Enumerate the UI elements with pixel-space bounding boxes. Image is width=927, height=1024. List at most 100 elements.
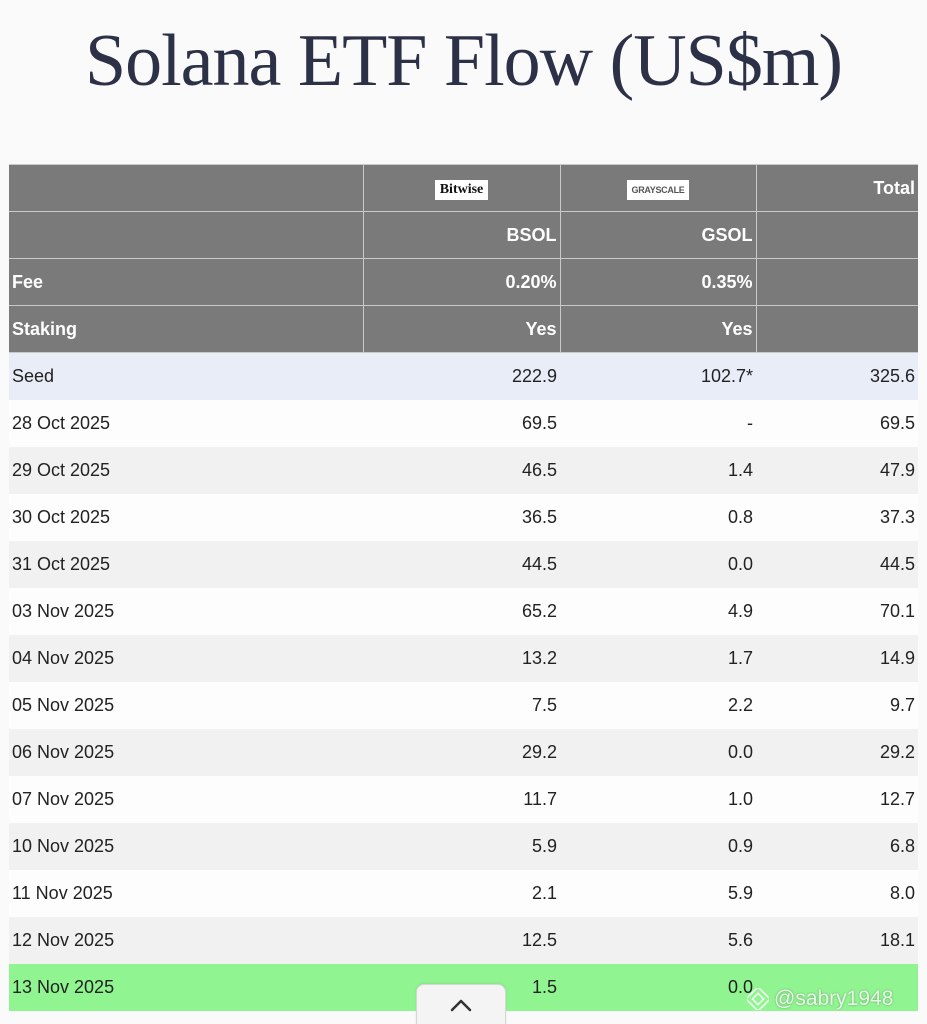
cell-total: 70.1	[756, 587, 918, 635]
cell-gsol: 0.0	[560, 963, 756, 1011]
cell-gsol: 1.7	[560, 634, 756, 682]
cell-gsol: 2.2	[560, 681, 756, 729]
table-row: 29 Oct 2025 46.5 1.4 47.9	[9, 446, 918, 494]
cell-total: 6.8	[756, 822, 918, 870]
cell-bsol: 2.1	[363, 869, 560, 917]
chevron-up-icon	[450, 999, 472, 1012]
table-row: 30 Oct 2025 36.5 0.8 37.3	[9, 493, 918, 541]
cell-total: 29.2	[756, 728, 918, 776]
table-row: 31 Oct 2025 44.5 0.0 44.5	[9, 540, 918, 588]
header-row-fee: Fee 0.20% 0.35%	[9, 258, 918, 306]
table-row: 11 Nov 2025 2.1 5.9 8.0	[9, 869, 918, 917]
fee-label: Fee	[9, 258, 364, 306]
cell-gsol: 5.9	[560, 869, 756, 917]
row-label: 05 Nov 2025	[9, 681, 363, 729]
table-row: 03 Nov 2025 65.2 4.9 70.1	[9, 587, 918, 635]
cell-total: 14.9	[756, 634, 918, 682]
header-empty-cell	[9, 164, 364, 212]
table-body: Bitwise GRAYSCALE Total BSOL GSOL Fee 0.…	[9, 164, 918, 1011]
table-row: 28 Oct 2025 69.5-69.5	[9, 399, 918, 447]
ticker-gsol: GSOL	[559, 211, 757, 259]
header-empty-cell	[755, 305, 918, 353]
cell-total: 47.9	[756, 446, 918, 494]
cell-gsol: 102.7*	[560, 352, 756, 400]
header-row-tickers: BSOL GSOL	[9, 211, 918, 259]
cell-gsol: 0.8	[560, 493, 756, 541]
table-row: 10 Nov 2025 5.9 0.9 6.8	[9, 822, 918, 870]
cell-bsol: 12.5	[363, 916, 560, 964]
table-row: 04 Nov 2025 13.2 1.7 14.9	[9, 634, 918, 682]
watermark: @sabry1948	[747, 984, 893, 1014]
row-label: 13 Nov 2025	[9, 963, 363, 1011]
bitwise-logo-cell: Bitwise	[362, 164, 561, 212]
cell-total: 37.3	[756, 493, 918, 541]
cell-gsol: 4.9	[560, 587, 756, 635]
row-label: 04 Nov 2025	[9, 634, 363, 682]
row-label: 10 Nov 2025	[9, 822, 363, 870]
cell-gsol: 1.4	[560, 446, 756, 494]
cell-total: 8.0	[756, 869, 918, 917]
table-row: 12 Nov 2025 12.5 5.6 18.1	[9, 916, 918, 964]
cell-total: 18.1	[756, 916, 918, 964]
fee-bsol: 0.20%	[362, 258, 561, 306]
table-row: 05 Nov 2025 7.5 2.2 9.7	[9, 681, 918, 729]
cell-total: 44.5	[756, 540, 918, 588]
header-row-issuers: Bitwise GRAYSCALE Total	[9, 164, 918, 212]
cell-gsol: 0.9	[560, 822, 756, 870]
header-empty-cell	[755, 211, 918, 259]
cell-total: 325.6	[756, 352, 918, 400]
cell-bsol: 69.5	[363, 399, 560, 447]
cell-total	[756, 963, 918, 1011]
cell-bsol: 44.5	[363, 540, 560, 588]
cell-gsol: 0.0	[560, 540, 756, 588]
cell-bsol: 29.2	[363, 728, 560, 776]
grayscale-logo-cell: GRAYSCALE	[559, 164, 757, 212]
table-row: 13 Nov 2025 1.5 0.0	[9, 963, 918, 1011]
row-label: 31 Oct 2025	[9, 540, 363, 588]
staking-gsol: Yes	[559, 305, 757, 353]
row-label: 06 Nov 2025	[9, 728, 363, 776]
grayscale-logo: GRAYSCALE	[626, 179, 690, 200]
header-empty-cell	[755, 258, 918, 306]
watermark-text: @sabry1948	[774, 987, 894, 1010]
cell-bsol: 7.5	[363, 681, 560, 729]
row-label: 03 Nov 2025	[9, 587, 363, 635]
row-label: 29 Oct 2025	[9, 446, 363, 494]
etf-flow-table: Bitwise GRAYSCALE Total BSOL GSOL Fee 0.…	[9, 164, 918, 1011]
ticker-bsol: BSOL	[362, 211, 561, 259]
cell-total: 9.7	[756, 681, 918, 729]
table-row: Seed 222.9 102.7* 325.6	[9, 352, 918, 400]
row-label: 28 Oct 2025	[9, 399, 363, 447]
staking-bsol: Yes	[362, 305, 561, 353]
header-total: Total	[755, 164, 918, 212]
staking-label: Staking	[9, 305, 364, 353]
row-label: 12 Nov 2025	[9, 916, 363, 964]
row-label: 30 Oct 2025	[9, 493, 363, 541]
binance-diamond-icon	[747, 988, 769, 1010]
cell-total: 69.5	[756, 399, 918, 447]
cell-bsol: 13.2	[363, 634, 560, 682]
cell-bsol: 5.9	[363, 822, 560, 870]
cell-gsol: -	[560, 399, 756, 447]
header-empty-cell	[9, 211, 364, 259]
cell-bsol: 46.5	[363, 446, 560, 494]
scroll-to-top-button[interactable]	[416, 984, 506, 1024]
row-label: Seed	[9, 352, 363, 400]
table-row: 06 Nov 2025 29.2 0.0 29.2	[9, 728, 918, 776]
cell-bsol: 65.2	[363, 587, 560, 635]
row-label: 07 Nov 2025	[9, 775, 363, 823]
chart-title: Solana ETF Flow (US$m)	[84, 20, 843, 102]
cell-bsol: 222.9	[363, 352, 560, 400]
row-label: 11 Nov 2025	[9, 869, 363, 917]
cell-gsol: 0.0	[560, 728, 756, 776]
cell-total: 12.7	[756, 775, 918, 823]
bitwise-logo: Bitwise	[434, 179, 489, 200]
cell-gsol: 5.6	[560, 916, 756, 964]
header-row-staking: Staking Yes Yes	[9, 305, 918, 353]
cell-bsol: 36.5	[363, 493, 560, 541]
cell-bsol: 11.7	[363, 775, 560, 823]
table-row: 07 Nov 2025 11.7 1.0 12.7	[9, 775, 918, 823]
fee-gsol: 0.35%	[559, 258, 757, 306]
cell-gsol: 1.0	[560, 775, 756, 823]
